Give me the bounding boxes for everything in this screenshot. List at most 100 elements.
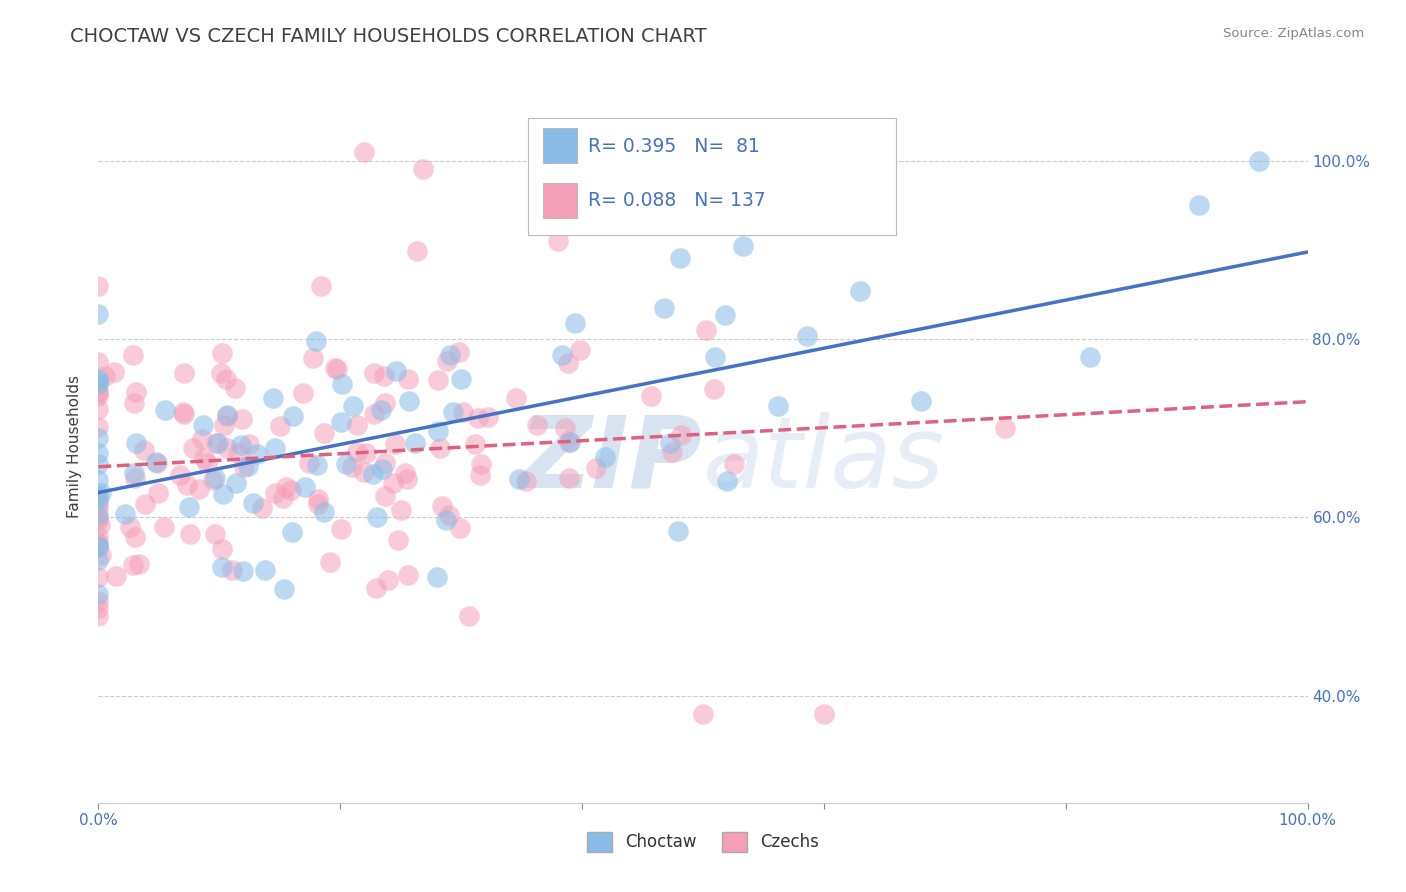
Point	[389, 502, 412, 516]
Point	[385, 364, 408, 378]
Point	[215, 409, 238, 423]
Point	[122, 396, 145, 410]
Point	[211, 559, 233, 574]
Point	[93, 369, 115, 384]
Point	[90, 548, 112, 562]
Point	[354, 446, 377, 460]
Point	[994, 421, 1017, 435]
Point	[263, 442, 285, 456]
Point	[723, 458, 745, 472]
Point	[242, 496, 264, 510]
Point	[384, 437, 406, 451]
Point	[87, 431, 110, 445]
Point	[381, 476, 404, 491]
Point	[373, 368, 395, 383]
Point	[87, 278, 110, 293]
Point	[704, 350, 727, 364]
Point	[434, 513, 457, 527]
Point	[87, 513, 110, 527]
Point	[508, 472, 530, 486]
Point	[118, 520, 141, 534]
Point	[547, 234, 569, 248]
Point	[211, 346, 233, 360]
Point	[179, 527, 201, 541]
Point	[90, 485, 112, 500]
Point	[215, 372, 238, 386]
Point	[813, 706, 835, 721]
Point	[124, 471, 146, 485]
Point	[281, 409, 304, 423]
Point	[87, 529, 110, 543]
Point	[733, 239, 755, 253]
Point	[87, 496, 110, 510]
Point	[262, 391, 284, 405]
Point	[796, 328, 818, 343]
Point	[412, 162, 434, 177]
Point	[153, 402, 176, 417]
Point	[396, 472, 419, 486]
Point	[346, 418, 368, 433]
Point	[439, 348, 461, 362]
Point	[427, 424, 450, 438]
Point	[477, 410, 499, 425]
Point	[1078, 350, 1101, 364]
Point	[714, 309, 737, 323]
Point	[212, 417, 235, 432]
Point	[87, 377, 110, 392]
Point	[396, 568, 419, 582]
Point	[585, 460, 607, 475]
Point	[652, 301, 675, 316]
Point	[146, 486, 169, 500]
Point	[173, 408, 195, 422]
Point	[87, 307, 110, 321]
Point	[281, 525, 304, 540]
Point	[294, 480, 316, 494]
Point	[87, 473, 110, 487]
Point	[768, 399, 790, 413]
Point	[387, 533, 409, 548]
Point	[370, 403, 392, 417]
Point	[451, 405, 474, 419]
Point	[396, 372, 419, 386]
Point	[87, 389, 110, 403]
Point	[215, 441, 238, 455]
Point	[87, 355, 110, 369]
Point	[668, 251, 690, 265]
Point	[87, 593, 110, 607]
Point	[366, 510, 388, 524]
Point	[87, 601, 110, 615]
Point	[292, 386, 315, 401]
Point	[353, 466, 375, 480]
Point	[404, 436, 426, 450]
Point	[340, 459, 363, 474]
Point	[1188, 198, 1211, 212]
Text: atlas: atlas	[703, 412, 945, 508]
Point	[557, 356, 579, 370]
Point	[250, 500, 273, 515]
Point	[346, 445, 368, 459]
Point	[87, 535, 110, 549]
Bar	[543, 128, 578, 162]
Point	[87, 538, 110, 552]
Text: ZIP: ZIP	[520, 412, 703, 508]
Point	[335, 457, 357, 471]
Point	[297, 457, 319, 471]
Point	[89, 517, 111, 532]
Point	[233, 459, 256, 474]
Point	[439, 508, 461, 523]
Point	[398, 393, 420, 408]
Point	[209, 366, 232, 380]
Point	[449, 521, 471, 535]
Point	[204, 527, 226, 541]
Point	[87, 457, 110, 471]
Point	[87, 553, 110, 567]
Point	[195, 456, 218, 470]
Point	[132, 442, 155, 457]
Point	[443, 405, 465, 419]
Point	[558, 435, 581, 450]
Point	[87, 401, 110, 416]
Point	[640, 389, 662, 403]
Point	[329, 415, 352, 429]
Point	[246, 447, 269, 461]
Point	[312, 425, 335, 440]
